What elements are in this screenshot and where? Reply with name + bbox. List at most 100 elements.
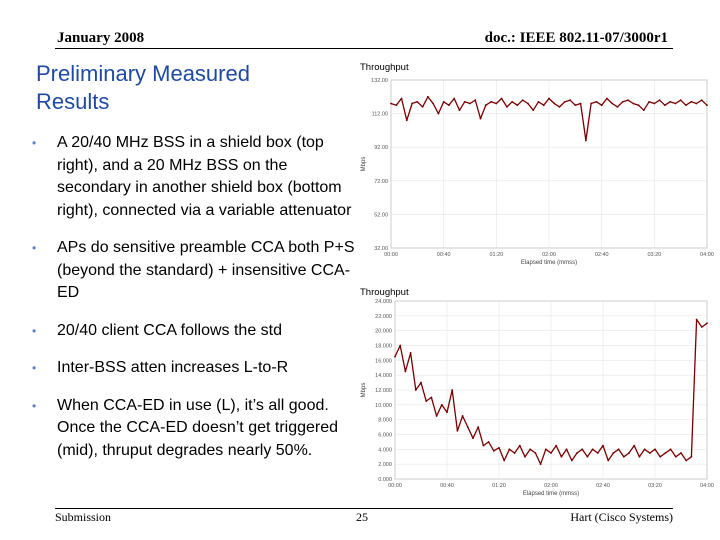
x-tick-label: 00:00 [384, 252, 398, 258]
data-point [621, 100, 624, 103]
data-point [524, 455, 526, 458]
data-point [537, 100, 540, 103]
data-point [469, 102, 471, 105]
data-point [548, 97, 550, 100]
data-point [513, 452, 516, 454]
data-point [612, 452, 615, 454]
data-point [430, 396, 433, 399]
data-point [487, 441, 490, 443]
data-point [695, 318, 698, 321]
data-point [518, 444, 521, 447]
y-tick-label: 10.000 [375, 403, 392, 409]
data-point [409, 352, 412, 354]
bullet-list: • A 20/40 MHz BSS in a shield box (top ri… [30, 132, 360, 477]
data-point [595, 100, 598, 103]
data-point [466, 426, 469, 428]
y-tick-label: 18.000 [375, 344, 392, 350]
x-tick-label: 01:20 [489, 252, 503, 258]
data-point [685, 459, 688, 462]
bullet-dot-icon: • [32, 241, 37, 255]
data-point [482, 444, 485, 447]
header-rule [55, 48, 673, 49]
bullet-text: 20/40 client CCA follows the std [57, 321, 283, 339]
data-point [590, 102, 593, 105]
data-point [542, 104, 545, 107]
y-tick-label: 52.00 [374, 212, 388, 218]
y-tick-label: 22.000 [375, 314, 392, 320]
bullet-dot-icon: • [32, 136, 37, 150]
x-tick-label: 03:20 [647, 252, 661, 258]
throughput-chart-top: Throughput Mbps 32.00 52.00 72.00 92.00 112.00… [360, 62, 714, 266]
data-point [659, 455, 662, 458]
data-point [690, 455, 693, 458]
data-point [529, 448, 532, 451]
slide-title-line1: Preliminary Measured [36, 61, 250, 86]
y-tick-label: 20.000 [375, 329, 392, 335]
x-tick-label: 01:20 [492, 483, 506, 489]
data-point [563, 100, 566, 103]
data-point [477, 426, 480, 428]
data-point [435, 415, 438, 417]
footer-page-number: 25 [356, 510, 368, 524]
bullet-item: • APs do sensitive preamble CCA both P+S … [30, 237, 360, 305]
data-point [560, 455, 563, 458]
data-point [544, 448, 547, 451]
bullet-text: A 20/40 MHz BSS in a shield box (top rig… [57, 134, 352, 219]
x-tick-label: 02:00 [544, 483, 558, 489]
data-point [550, 452, 552, 454]
data-point [495, 102, 498, 105]
data-point [500, 97, 503, 100]
bullet-dot-icon: • [32, 398, 37, 413]
bullet-text: Inter-BSS atten increases L-to-R [57, 359, 289, 376]
y-tick-label: 132.00 [371, 78, 388, 84]
data-point [600, 104, 603, 107]
data-point [420, 381, 422, 384]
x-tick-label: 02:40 [595, 252, 609, 258]
bullet-item: • When CCA-ED in use (L), it’s all good. … [30, 395, 360, 463]
data-point [685, 104, 687, 107]
y-axis-label: Mbps [361, 383, 367, 398]
data-point [663, 104, 666, 107]
data-point [405, 119, 408, 122]
data-point [576, 452, 578, 454]
data-point [399, 344, 402, 347]
y-tick-label: 112.00 [372, 112, 388, 118]
data-point [461, 415, 464, 417]
data-point [516, 104, 519, 107]
data-point [700, 326, 703, 328]
slide-title: Preliminary Measured Results [36, 60, 336, 116]
data-point [558, 105, 561, 108]
data-point [416, 100, 419, 103]
y-tick-label: 92.00 [374, 145, 388, 151]
data-point [505, 105, 508, 108]
bullet-item: • Inter-BSS atten increases L-to-R [30, 357, 360, 380]
data-point [390, 102, 392, 105]
data-point [484, 104, 487, 107]
data-point [426, 95, 429, 98]
data-point [586, 455, 589, 458]
data-point [633, 444, 636, 447]
data-point [448, 104, 450, 107]
header-date: January 2008 [57, 30, 145, 46]
chart-title: Throughput [360, 62, 409, 73]
data-point [653, 102, 656, 105]
y-tick-label: 0.000 [378, 477, 392, 483]
bullet-dot-icon: • [32, 323, 37, 338]
data-point [648, 452, 651, 454]
data-point [442, 100, 445, 103]
data-point [534, 452, 537, 454]
data-point [565, 448, 568, 451]
data-point [690, 100, 693, 103]
data-point [658, 99, 661, 102]
data-point [617, 448, 620, 451]
x-tick-label: 04:00 [700, 483, 714, 489]
data-point [492, 449, 495, 452]
data-point [643, 448, 646, 451]
bullet-text: APs do sensitive preamble CCA both P+S (… [57, 239, 355, 301]
data-point [579, 102, 582, 105]
footer-author: Hart (Cisco Systems) [570, 510, 673, 524]
footer-rule [55, 508, 673, 509]
data-point [680, 452, 682, 454]
slide-title-line2: Results [36, 89, 110, 114]
y-tick-label: 14.000 [375, 373, 392, 379]
